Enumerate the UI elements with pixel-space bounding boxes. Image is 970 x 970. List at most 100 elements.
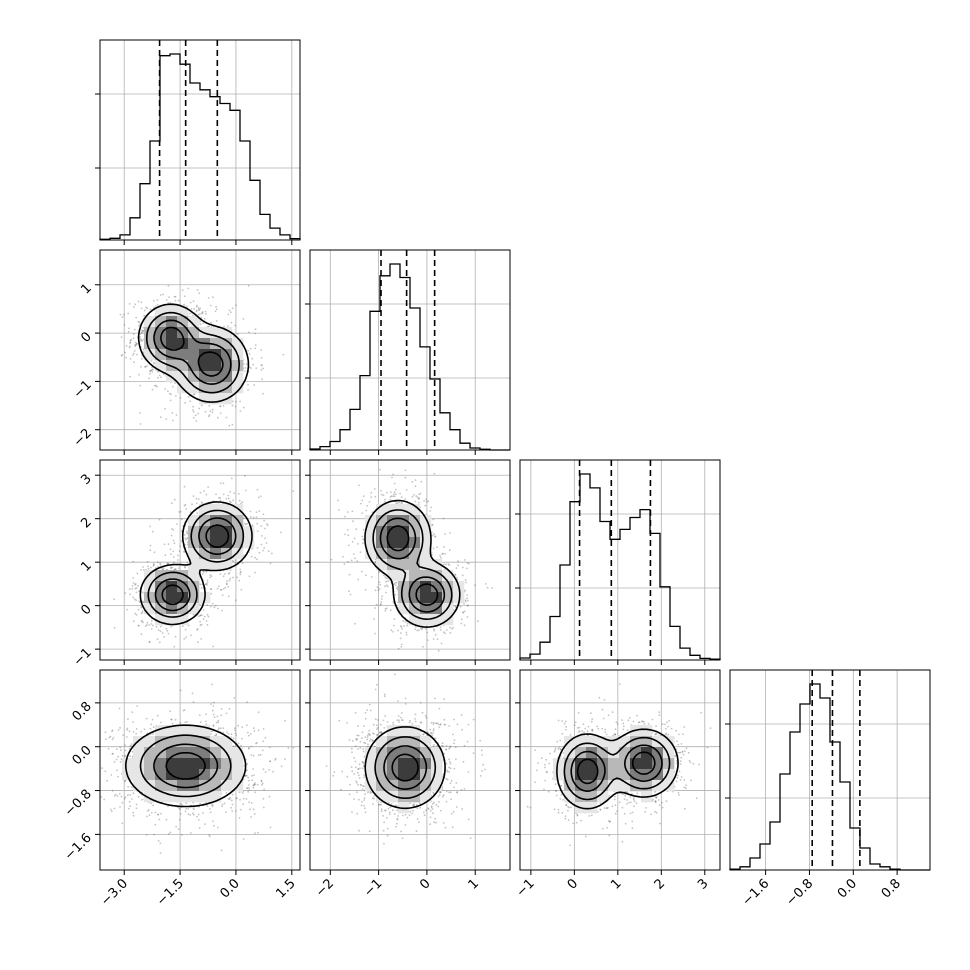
scatter-point [156,385,158,388]
scatter-point [203,615,206,618]
scatter-point [384,498,386,501]
scatter-point [209,576,212,579]
scatter-point [348,573,351,576]
scatter-point [258,551,261,554]
scatter-point [212,713,215,716]
scatter-point [174,635,177,638]
scatter-point [459,605,462,608]
scatter-point [153,833,156,836]
scatter-point [202,618,205,621]
density-cell [166,338,178,350]
scatter-panel-1-0: −2−101 [71,249,301,455]
scatter-point [195,420,198,422]
scatter-point [142,326,145,329]
scatter-point [196,289,199,291]
scatter-point [206,623,209,626]
density-cell [442,570,454,582]
scatter-point [370,491,373,494]
scatter-point [442,517,445,520]
y-tick-label: 2 [78,515,94,531]
scatter-point [414,628,417,631]
scatter-point [152,361,155,364]
scatter-point [159,562,161,565]
scatter-point [347,534,350,537]
scatter-point [200,587,203,589]
scatter-panel-2-1 [305,459,511,665]
scatter-point [219,482,222,484]
scatter-point [462,566,464,569]
scatter-point [254,328,257,331]
scatter-point [213,701,215,704]
scatter-point [156,370,159,373]
scatter-point [216,587,219,590]
scatter-point [197,306,200,309]
scatter-point [138,600,141,603]
scatter-point [135,591,138,594]
scatter-point [352,520,354,523]
scatter-point [141,619,143,622]
scatter-point [199,491,202,494]
scatter-point [359,551,362,553]
scatter-point [143,309,146,312]
scatter-point [162,293,164,296]
scatter-point [376,586,379,589]
scatter-point [231,793,234,796]
scatter-point [144,366,146,368]
scatter-point [184,628,187,631]
scatter-point [156,299,159,301]
scatter-point [150,723,153,726]
scatter-point [247,284,250,287]
scatter-point [414,485,417,488]
scatter-point [209,304,212,307]
scatter-point [133,350,136,352]
scatter-point [202,322,205,324]
scatter-point [178,550,181,552]
scatter-point [260,368,263,371]
scatter-point [238,579,241,582]
scatter-point [231,810,234,812]
scatter-point [134,345,136,348]
scatter-point [405,489,408,491]
scatter-point [113,598,115,601]
scatter-point [242,406,245,409]
scatter-point [235,400,238,403]
scatter-point [134,587,137,590]
scatter-point [238,499,241,502]
scatter-point [192,393,195,396]
scatter-point [355,528,358,531]
scatter-point [129,755,132,758]
scatter-point [168,296,170,299]
scatter-point [176,523,178,525]
scatter-point [361,499,364,502]
scatter-point [191,409,194,411]
scatter-point [382,494,385,496]
scatter-point [172,539,175,542]
scatter-point [258,510,261,513]
scatter-point [134,303,137,306]
scatter-point [346,529,349,531]
scatter-point [166,629,169,632]
scatter-point [244,489,247,492]
histogram-panel-3: −1.6 −0.8 0.0 0.8 [725,669,931,909]
scatter-point [174,295,177,298]
scatter-point [405,633,408,636]
scatter-point [173,645,176,648]
scatter-point [350,559,353,562]
density-cell [232,548,244,560]
scatter-point [151,369,153,371]
scatter-point [353,537,356,540]
scatter-point [215,721,218,724]
scatter-point [262,728,265,730]
scatter-point [140,606,143,609]
scatter-point [399,625,402,627]
scatter-point [457,560,459,563]
scatter-point [227,494,230,497]
scatter-point [185,636,187,639]
scatter-point [219,727,222,730]
scatter-point [250,555,253,558]
scatter-point [254,332,256,335]
scatter-point [201,312,203,315]
scatter-point [129,794,132,796]
scatter-point [250,754,253,756]
scatter-point [170,534,173,537]
